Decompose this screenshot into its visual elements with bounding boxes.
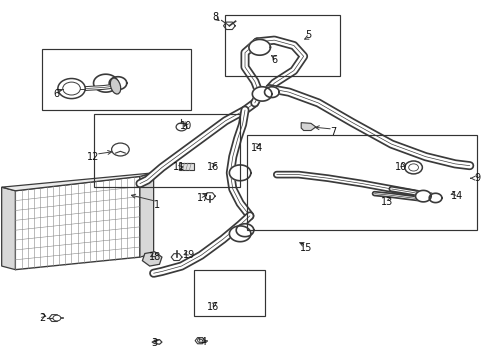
Polygon shape (301, 123, 316, 131)
Bar (179, 163, 194, 170)
Circle shape (53, 315, 61, 321)
Bar (42, 49, 191, 110)
Polygon shape (143, 252, 162, 266)
Text: 4: 4 (200, 337, 206, 347)
Text: 17: 17 (197, 193, 210, 203)
Text: 13: 13 (381, 197, 393, 207)
Bar (194, 270, 265, 316)
Text: 10: 10 (395, 162, 408, 172)
Polygon shape (265, 87, 279, 98)
Text: 14: 14 (251, 143, 263, 153)
Circle shape (176, 123, 187, 131)
Text: 16: 16 (207, 302, 220, 312)
Circle shape (112, 143, 129, 156)
Circle shape (58, 78, 85, 99)
Ellipse shape (110, 78, 121, 94)
Text: 18: 18 (148, 252, 161, 262)
Polygon shape (236, 224, 254, 237)
Text: 5: 5 (305, 30, 312, 40)
Polygon shape (1, 187, 15, 270)
Polygon shape (140, 173, 154, 257)
Circle shape (197, 338, 204, 343)
Text: 10: 10 (180, 121, 193, 131)
Circle shape (405, 161, 422, 174)
Text: 15: 15 (300, 243, 312, 253)
Text: 6: 6 (271, 55, 277, 65)
Bar (225, 15, 340, 76)
Text: 2: 2 (39, 313, 46, 323)
Polygon shape (429, 193, 442, 203)
Text: 6: 6 (54, 89, 60, 99)
Polygon shape (249, 40, 270, 55)
Text: 11: 11 (173, 162, 185, 172)
Text: 7: 7 (330, 127, 336, 136)
Bar (94, 114, 240, 187)
Polygon shape (229, 165, 251, 181)
Text: 8: 8 (213, 12, 219, 22)
Polygon shape (1, 173, 154, 191)
Text: 12: 12 (87, 152, 100, 162)
Text: 19: 19 (183, 250, 195, 260)
Polygon shape (94, 74, 118, 92)
Text: 16: 16 (207, 162, 220, 172)
Bar (247, 135, 477, 230)
Polygon shape (252, 87, 272, 101)
Circle shape (63, 82, 80, 95)
Text: 3: 3 (151, 338, 158, 348)
Text: 14: 14 (451, 191, 464, 201)
Polygon shape (109, 77, 127, 90)
Polygon shape (229, 226, 251, 242)
Text: 1: 1 (154, 200, 160, 210)
Polygon shape (416, 190, 431, 202)
Polygon shape (15, 176, 140, 270)
Circle shape (409, 164, 418, 171)
Text: 9: 9 (474, 173, 480, 183)
